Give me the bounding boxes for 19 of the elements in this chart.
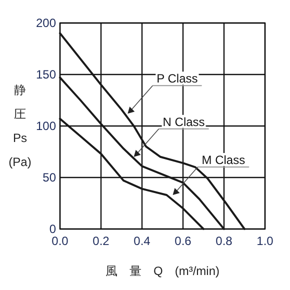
x-tick-label: 1.0 xyxy=(256,234,274,248)
x-tick-label: 0.4 xyxy=(134,234,151,248)
annotation: N Class xyxy=(134,114,210,157)
annotation: P Class xyxy=(156,72,198,86)
annotation: P Class xyxy=(128,72,202,114)
y-tick-label: 50 xyxy=(42,170,56,184)
y-tick-label: 100 xyxy=(36,119,56,133)
x-axis-title: 風 量 Q (m³/min) xyxy=(106,264,220,278)
y-axis-title: 静圧 Ps (Pa) xyxy=(8,83,32,169)
x-tick-label: 0.2 xyxy=(92,234,110,248)
annotation: M Class xyxy=(202,153,246,168)
x-tick-label: 0.8 xyxy=(216,234,233,248)
annotation: N Class xyxy=(162,114,205,129)
x-tick-label: 0.6 xyxy=(174,234,192,248)
y-tick-label: 150 xyxy=(36,68,56,82)
annotation: M Class xyxy=(172,153,250,195)
y-tick-label: 200 xyxy=(36,16,56,30)
y-tick-label: 0 xyxy=(49,222,56,236)
x-tick-label: 0.0 xyxy=(52,234,69,248)
